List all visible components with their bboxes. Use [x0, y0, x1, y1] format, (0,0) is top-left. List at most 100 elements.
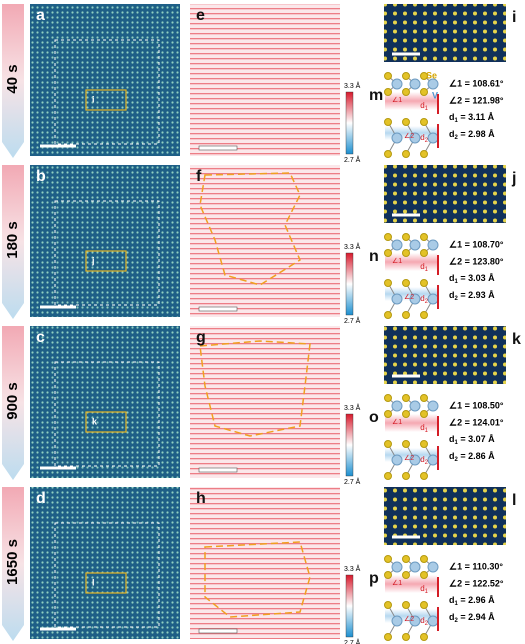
v-atom — [409, 293, 421, 305]
se-atom — [402, 410, 410, 418]
panel-label: h — [196, 490, 206, 507]
d-subscript: 2 — [455, 618, 459, 624]
se-atom — [402, 472, 410, 480]
se-atom — [402, 601, 410, 609]
v-atom — [391, 132, 403, 144]
d-symbol: d — [420, 294, 424, 303]
d-subscript: 2 — [425, 299, 429, 305]
strain-map — [190, 487, 340, 639]
d-value: = 2.96 Å — [458, 595, 495, 605]
se-atom — [402, 555, 410, 563]
v-atom — [409, 239, 421, 251]
d-mark: d2 — [420, 455, 428, 465]
d-symbol: d — [420, 616, 424, 625]
d-symbol: d — [449, 273, 455, 283]
se-atom — [402, 279, 410, 287]
layer-band — [385, 92, 437, 110]
d-subscript: 1 — [425, 589, 429, 595]
roi-box — [54, 522, 160, 628]
zoom-box — [85, 250, 127, 272]
d-symbol: d — [420, 455, 424, 464]
hrtem-image — [384, 326, 506, 384]
se-atom — [420, 233, 428, 241]
d-symbol: d — [449, 595, 455, 605]
se-atom — [384, 311, 392, 319]
panel-label: m — [369, 87, 383, 104]
v-atom — [409, 132, 421, 144]
distance-value: d1 = 3.03 Å — [449, 273, 495, 284]
se-atom — [402, 394, 410, 402]
d-value: = 3.03 Å — [458, 273, 495, 283]
d-symbol: d — [449, 290, 455, 300]
se-atom — [420, 555, 428, 563]
se-atom — [420, 88, 428, 96]
d-subscript: 2 — [425, 138, 429, 144]
stm-image — [30, 165, 180, 317]
hrtem-image — [384, 165, 506, 223]
zoom-box — [85, 411, 127, 433]
panel-label: e — [196, 7, 205, 24]
v-atom — [391, 454, 403, 466]
d-value: = 2.86 Å — [458, 451, 495, 461]
angle-mark: ∠2 — [404, 293, 414, 301]
roi-box — [54, 200, 160, 306]
panel-label: o — [369, 409, 379, 426]
d-symbol: d — [420, 584, 424, 593]
angle-value: ∠1 = 110.30° — [449, 561, 503, 571]
panel-label: k — [512, 331, 521, 348]
distance-value: d1 = 3.07 Å — [449, 434, 495, 445]
d-subscript: 1 — [455, 601, 459, 607]
v-atom — [391, 615, 403, 627]
angle-mark: ∠1 — [392, 418, 402, 426]
scale-bar — [198, 628, 238, 634]
roi-box — [54, 361, 160, 467]
distance-value: d2 = 2.93 Å — [449, 290, 495, 301]
panel-label: d — [36, 490, 46, 507]
angle-mark: ∠1 — [392, 579, 402, 587]
angle-value: ∠2 = 122.52° — [449, 578, 504, 588]
d-value: = 2.93 Å — [458, 290, 495, 300]
time-label: 180 s — [4, 221, 21, 259]
v-atom — [391, 561, 403, 573]
strain-map — [190, 4, 340, 156]
panel-label: n — [369, 248, 379, 265]
se-atom — [384, 440, 392, 448]
d-mark: d2 — [420, 616, 428, 626]
atom-label: V — [432, 90, 438, 100]
d-symbol: d — [449, 612, 455, 622]
domain-outline — [199, 340, 311, 437]
zoom-box-label: l — [92, 577, 95, 587]
angle-mark: ∠1 — [392, 96, 402, 104]
colorbar-min: 2.7 Å — [344, 477, 361, 486]
angle-value: ∠2 = 121.98° — [449, 95, 504, 105]
se-atom — [384, 72, 392, 80]
colorbar-min: 2.7 Å — [344, 316, 361, 325]
layer-band — [385, 575, 437, 593]
domain-outline — [204, 541, 311, 618]
d-subscript: 2 — [455, 457, 459, 463]
colorbar — [345, 413, 354, 477]
se-atom — [384, 249, 392, 257]
se-atom — [384, 601, 392, 609]
d-subscript: 1 — [425, 428, 429, 434]
v-atom — [409, 400, 421, 412]
time-label: 1650 s — [4, 539, 21, 585]
angle-value: ∠2 = 123.80° — [449, 256, 504, 266]
d-subscript: 1 — [425, 267, 429, 273]
colorbar — [345, 252, 354, 316]
layer-band — [385, 253, 437, 271]
panel-label: l — [512, 492, 516, 509]
time-label: 40 s — [4, 64, 21, 93]
d-symbol: d — [420, 101, 424, 110]
v-atom — [409, 454, 421, 466]
se-atom — [384, 279, 392, 287]
v-atom — [427, 293, 439, 305]
se-atom — [420, 118, 428, 126]
roi-box — [54, 39, 160, 145]
se-atom — [402, 150, 410, 158]
v-atom — [427, 132, 439, 144]
se-atom — [384, 88, 392, 96]
strain-map — [190, 165, 340, 317]
se-atom — [420, 72, 428, 80]
se-atom — [420, 410, 428, 418]
